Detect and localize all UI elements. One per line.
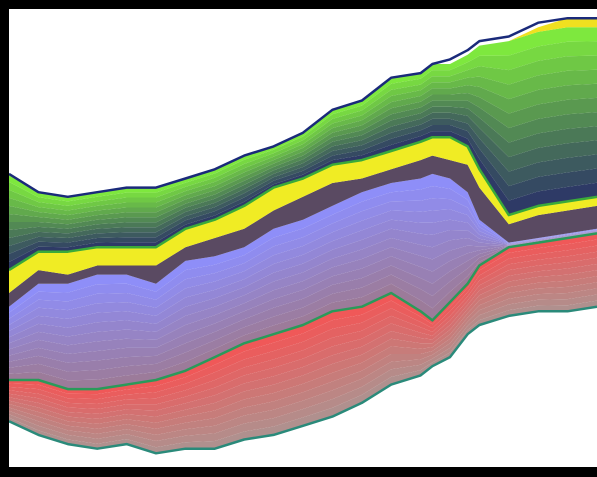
area-band-purple-7 xyxy=(9,219,597,338)
area-band-purple-5 xyxy=(9,231,597,350)
area-band-blue-green-6 xyxy=(9,93,597,225)
area-band-blue-green-9 xyxy=(9,55,597,211)
streamgraph-chart xyxy=(9,16,597,455)
series-purple xyxy=(9,173,597,390)
series-blue-green xyxy=(9,27,597,271)
outline-outer-top xyxy=(9,16,597,199)
area-band-blue-green-10 xyxy=(9,41,597,206)
outline-bottom xyxy=(9,305,597,455)
area-band-yellow xyxy=(9,137,597,293)
outline-inner-top xyxy=(9,135,597,272)
area-band-purple-2 xyxy=(9,232,597,372)
area-band-red-1 xyxy=(9,294,597,448)
area-band-dark xyxy=(9,155,597,307)
area-band-blue-green-7 xyxy=(9,83,597,220)
area-band-blue-green-11 xyxy=(9,27,597,202)
outline-red-top xyxy=(9,232,597,391)
area-band-blue-green-8 xyxy=(9,69,597,216)
series-dark xyxy=(9,155,597,307)
area-band-blue-green-2 xyxy=(9,118,597,255)
area-band-purple-6 xyxy=(9,228,597,344)
area-band-purple-3 xyxy=(9,231,597,363)
series-yellow xyxy=(9,137,597,293)
series-red xyxy=(9,233,597,454)
area-band-red-0 xyxy=(9,300,597,454)
